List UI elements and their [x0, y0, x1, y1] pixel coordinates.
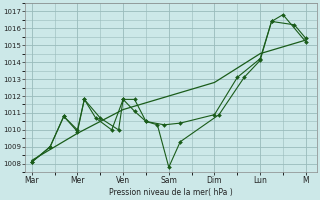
- X-axis label: Pression niveau de la mer( hPa ): Pression niveau de la mer( hPa ): [109, 188, 233, 197]
